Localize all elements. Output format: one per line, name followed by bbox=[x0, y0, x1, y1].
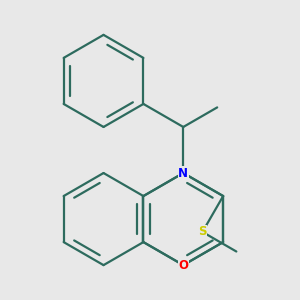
Text: O: O bbox=[178, 259, 188, 272]
Text: N: N bbox=[178, 167, 188, 179]
Text: S: S bbox=[198, 225, 207, 239]
